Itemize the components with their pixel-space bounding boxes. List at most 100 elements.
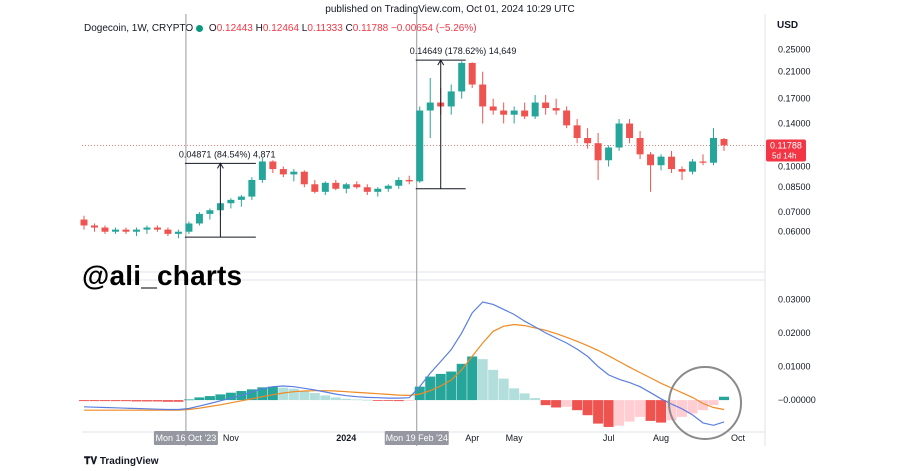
candle-body [101, 227, 109, 232]
macd-histogram-bar [141, 400, 152, 402]
high-value: 0.12464 [262, 23, 300, 34]
candle-body [237, 196, 245, 200]
price-axis-tick: 0.14000 [778, 119, 811, 129]
candle-body [153, 227, 161, 230]
macd-histogram-bar [614, 400, 625, 426]
currency-label[interactable]: USD [777, 20, 799, 31]
candle-body [80, 219, 88, 226]
open-label: O [208, 23, 217, 34]
price-axis-tick: 0.06000 [778, 227, 811, 237]
tradingview-logo-icon: 𝐓𝐕 [84, 456, 100, 467]
macd-histogram-bar [288, 388, 299, 401]
candle-body [468, 62, 476, 85]
price-axis-tick: 0.10000 [778, 161, 811, 171]
measure-oct-arrowhead-icon [216, 162, 224, 169]
symbol-label: Dogecoin, 1W, CRYPTO [84, 23, 194, 34]
macd-histogram-bar [89, 400, 100, 402]
time-axis-tag-label: Mon 19 Feb '24 [386, 433, 448, 443]
candle-body [563, 110, 571, 126]
candle-body [500, 110, 508, 115]
macd-histogram-bar [341, 398, 352, 401]
macd-histogram-bar [519, 393, 530, 401]
macd-histogram-bar [183, 399, 194, 401]
candle-body [90, 225, 98, 228]
market-status-dot-icon [196, 24, 204, 32]
low-value: 0.11333 [307, 23, 343, 34]
current-price-countdown: 5d 14h [772, 151, 796, 160]
candle-body [384, 185, 392, 189]
macd-histogram-bar [362, 399, 373, 401]
time-axis-tick: May [506, 433, 524, 443]
candle-body [647, 154, 655, 166]
macd-histogram-bar [467, 356, 478, 401]
macd-histogram-bar [593, 400, 604, 424]
candle-body [227, 199, 235, 204]
macd-histogram-bar [645, 400, 656, 421]
author-handle: @ali_charts [82, 260, 243, 291]
candle-body [132, 229, 140, 232]
macd-histogram-bar [257, 387, 268, 401]
macd-histogram-bar [299, 390, 310, 401]
macd-histogram-bar [719, 396, 729, 401]
price-axis-tick: 0.07000 [778, 207, 811, 217]
macd-histogram-bar [603, 400, 614, 427]
time-crosshair-tag [384, 431, 449, 445]
macd-histogram-bar [456, 363, 467, 401]
candle-body [521, 110, 529, 117]
candle-body [290, 171, 298, 175]
macd-histogram-bar [194, 397, 205, 401]
macd-histogram-bar [225, 392, 236, 401]
candle-body [678, 169, 686, 172]
candle-body [395, 179, 403, 186]
price-axis-tick: 0.21000 [778, 67, 811, 77]
macd-axis-tick: −0.00000 [778, 395, 816, 405]
candle-body [542, 102, 550, 109]
change-value: −0.00654 (−5.26%) [390, 23, 477, 34]
candle-body [552, 108, 560, 111]
candle-body [122, 229, 130, 232]
price-axis-tick: 0.25000 [778, 44, 811, 54]
macd-histogram-bar [330, 397, 341, 401]
candle-body [489, 106, 497, 111]
candle-body [206, 210, 214, 214]
candle-body [689, 161, 697, 172]
signal-line [84, 323, 725, 411]
macd-histogram-bar [309, 393, 320, 401]
macd-histogram-bar [509, 388, 520, 401]
candle-body [699, 161, 707, 163]
macd-histogram-bar [267, 386, 278, 401]
price-axis-tick: 0.17000 [778, 94, 811, 104]
macd-histogram-bar [215, 394, 226, 401]
macd-histogram-bar [120, 400, 131, 402]
candle-body [447, 91, 455, 107]
macd-histogram-bar [246, 389, 257, 401]
candle-body [374, 188, 382, 192]
macd-axis-tick: 0.02000 [778, 328, 811, 338]
time-axis-tick: Apr [465, 433, 479, 443]
time-axis-tick: 2024 [336, 433, 356, 443]
candle-body [164, 229, 172, 234]
candle-body [363, 187, 371, 192]
measure-feb-label: 0.14649 (178.62%) 14,649 [410, 46, 517, 56]
candle-body [668, 156, 676, 170]
macd-histogram-bar [446, 371, 457, 401]
macd-histogram-bar [687, 400, 698, 414]
candle-body [426, 102, 434, 111]
macd-histogram-bar [173, 400, 184, 402]
tradingview-logo-text: TradingView [99, 456, 159, 467]
macd-histogram-bar [582, 400, 593, 416]
macd-histogram-bar [624, 400, 635, 422]
open-value: 0.12443 [216, 23, 253, 34]
measure-oct-label: 0.04871 (84.54%) 4,871 [179, 149, 276, 159]
macd-histogram-bar [530, 398, 541, 401]
tradingview-logo: 𝐓𝐕 TradingView [84, 456, 159, 467]
macd-histogram-bar [320, 395, 331, 401]
close-label: C [345, 23, 353, 34]
price-axis-tick: 0.08500 [778, 182, 811, 192]
low-label: L [301, 23, 308, 34]
candle-body [636, 137, 644, 155]
current-price-tag-value: 0.11788 [770, 140, 802, 150]
candle-body [174, 231, 182, 234]
high-label: H [255, 23, 263, 34]
